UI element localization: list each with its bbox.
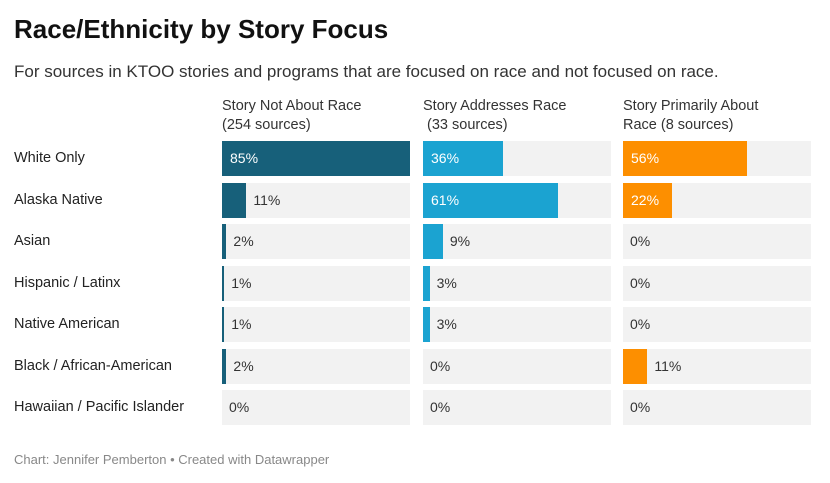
bar xyxy=(222,265,225,301)
column-header: Story Primarily About Race (8 sources) xyxy=(623,98,759,133)
row-label: Hispanic / Latinx xyxy=(14,274,121,291)
value-label: 0% xyxy=(229,399,250,415)
bar-track: 0% xyxy=(623,265,811,301)
bar-track: 9% xyxy=(423,224,611,259)
bar-track: 0% xyxy=(423,348,611,384)
bar-track: 3% xyxy=(423,265,611,301)
bar xyxy=(222,182,247,218)
bar-track: 22% xyxy=(623,182,811,218)
bar-track: 2% xyxy=(222,224,410,259)
bar-track: 3% xyxy=(423,307,611,342)
row-label: White Only xyxy=(14,150,85,166)
row-label: Alaska Native xyxy=(14,191,103,208)
chart-subtitle: For sources in KTOO stories and programs… xyxy=(14,62,719,81)
bar-track: 2% xyxy=(222,348,410,384)
bar xyxy=(222,224,227,259)
bar xyxy=(423,141,503,176)
bar xyxy=(423,307,430,342)
bar-track: 0% xyxy=(623,307,811,342)
row-label: Asian xyxy=(14,233,51,249)
value-label: 22% xyxy=(631,191,660,208)
chart-footer: Chart: Jennifer Pemberton • Created with… xyxy=(14,452,330,467)
bar-track: 0% xyxy=(222,390,410,425)
value-label: 0% xyxy=(630,399,651,415)
value-label: 0% xyxy=(630,316,651,332)
row-label: Native American xyxy=(14,316,120,332)
value-label: 11% xyxy=(654,357,682,374)
bar-track: 61% xyxy=(423,182,611,218)
bar xyxy=(423,182,558,218)
column-header: Story Addresses Race (33 sources) xyxy=(423,98,567,133)
bar-track: 0% xyxy=(623,390,811,425)
value-label: 11% xyxy=(253,191,281,208)
value-label: 0% xyxy=(430,399,451,415)
value-label: 2% xyxy=(233,357,254,374)
value-label: 85% xyxy=(230,150,259,166)
bar xyxy=(423,265,430,301)
value-label: 0% xyxy=(430,357,451,374)
value-label: 3% xyxy=(436,316,457,332)
bar-track: 11% xyxy=(623,348,811,384)
value-label: 2% xyxy=(233,233,254,249)
bar xyxy=(222,307,225,342)
value-label: 1% xyxy=(231,316,252,332)
value-label: 3% xyxy=(436,274,457,291)
bar xyxy=(623,348,648,384)
value-label: 1% xyxy=(231,274,252,291)
bar-track: 0% xyxy=(423,390,611,425)
value-label: 36% xyxy=(431,150,460,166)
bar-track: 1% xyxy=(222,265,410,301)
chart-title: Race/Ethnicity by Story Focus xyxy=(14,14,389,44)
bar-track: 85% xyxy=(222,141,410,176)
row-label: Black / African-American xyxy=(14,357,172,374)
bar-track: 36% xyxy=(423,141,611,176)
value-label: 56% xyxy=(631,150,660,166)
value-label: 0% xyxy=(630,233,651,249)
bar xyxy=(623,182,672,218)
value-label: 9% xyxy=(449,233,471,249)
value-label: 0% xyxy=(630,274,651,291)
row-label: Hawaiian / Pacific Islander xyxy=(14,399,185,415)
column-header: Story Not About Race (254 sources) xyxy=(222,98,362,133)
bar-track: 1% xyxy=(222,307,410,342)
bar xyxy=(423,224,443,259)
value-label: 61% xyxy=(431,191,460,208)
bar-track: 0% xyxy=(623,224,811,259)
bar xyxy=(222,348,227,384)
bar-track: 56% xyxy=(623,141,811,176)
bar-track: 11% xyxy=(222,182,410,218)
bar xyxy=(222,141,410,176)
bar xyxy=(623,141,747,176)
